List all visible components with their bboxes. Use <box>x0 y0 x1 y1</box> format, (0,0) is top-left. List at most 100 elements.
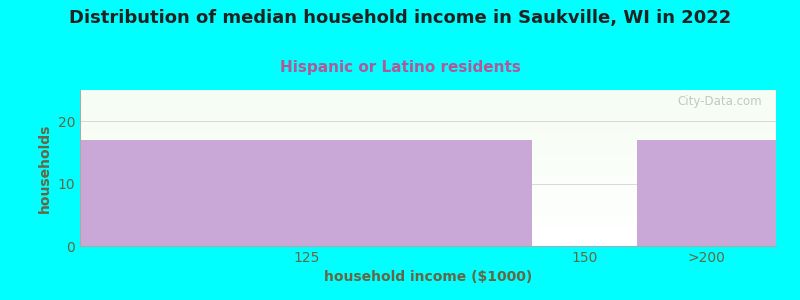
Bar <box>80 236 776 237</box>
Bar <box>80 237 776 238</box>
Bar <box>80 192 776 193</box>
Bar <box>80 224 776 225</box>
Bar <box>80 102 776 103</box>
Bar <box>80 151 776 152</box>
Text: Distribution of median household income in Saukville, WI in 2022: Distribution of median household income … <box>69 9 731 27</box>
Bar <box>80 113 776 114</box>
Bar <box>80 144 776 145</box>
Bar <box>80 200 776 201</box>
Bar <box>80 196 776 197</box>
Bar <box>80 180 776 181</box>
Bar <box>80 223 776 224</box>
Bar <box>80 149 776 150</box>
Bar <box>637 140 776 246</box>
Bar <box>80 219 776 220</box>
Bar <box>80 105 776 106</box>
Text: Hispanic or Latino residents: Hispanic or Latino residents <box>279 60 521 75</box>
Bar <box>80 210 776 211</box>
Bar <box>80 201 776 202</box>
Bar <box>80 129 776 130</box>
Bar <box>80 168 776 169</box>
Bar <box>80 115 776 116</box>
Bar <box>80 242 776 243</box>
Bar <box>80 202 776 203</box>
Bar <box>80 232 776 233</box>
Bar <box>80 121 776 122</box>
Bar <box>80 126 776 127</box>
Bar <box>80 128 776 129</box>
Bar <box>80 157 776 158</box>
Bar <box>80 100 776 101</box>
Bar <box>80 142 776 143</box>
Bar <box>80 134 776 135</box>
Bar <box>80 195 776 196</box>
Bar <box>80 215 776 216</box>
Bar <box>80 97 776 98</box>
Bar <box>80 214 776 215</box>
Bar <box>80 147 776 148</box>
Bar <box>80 112 776 113</box>
Bar <box>80 148 776 149</box>
Bar <box>80 135 776 136</box>
Bar <box>80 108 776 109</box>
Bar <box>80 176 776 177</box>
Bar <box>80 94 776 95</box>
Bar <box>80 240 776 241</box>
Bar <box>80 209 776 210</box>
Bar <box>80 162 776 163</box>
Bar <box>80 99 776 100</box>
Bar <box>80 92 776 93</box>
Y-axis label: households: households <box>38 123 52 213</box>
Bar <box>80 165 776 166</box>
Bar <box>80 213 776 214</box>
Bar <box>80 226 776 227</box>
Bar <box>80 146 776 147</box>
Bar <box>80 196 776 197</box>
Bar <box>80 143 776 144</box>
Bar <box>80 158 776 159</box>
Bar <box>80 173 776 174</box>
Bar <box>80 185 776 186</box>
Bar <box>80 104 776 105</box>
Bar <box>80 244 776 245</box>
Bar <box>80 194 776 195</box>
Bar <box>80 191 776 192</box>
Bar <box>80 184 776 185</box>
Bar <box>80 217 776 218</box>
Bar <box>80 170 776 171</box>
Bar <box>80 229 776 230</box>
Bar <box>80 231 776 232</box>
Bar <box>80 204 776 205</box>
Bar <box>80 230 776 231</box>
Bar <box>80 138 776 139</box>
Bar <box>80 132 776 133</box>
Bar <box>80 234 776 235</box>
Bar <box>80 141 776 142</box>
Bar <box>80 95 776 96</box>
Bar <box>80 218 776 219</box>
Bar <box>80 211 776 212</box>
Bar <box>80 172 776 173</box>
Bar <box>80 118 776 119</box>
Bar <box>80 123 776 124</box>
Bar <box>80 140 533 246</box>
Bar <box>80 216 776 217</box>
Bar <box>80 163 776 164</box>
Bar <box>80 119 776 120</box>
Bar <box>80 96 776 97</box>
Bar <box>80 111 776 112</box>
Bar <box>80 137 776 138</box>
Bar <box>80 106 776 107</box>
Bar <box>80 235 776 236</box>
Bar <box>80 198 776 199</box>
Bar <box>80 193 776 194</box>
Bar <box>80 207 776 208</box>
Bar <box>80 159 776 160</box>
Bar <box>80 140 776 141</box>
Bar <box>80 101 776 102</box>
Bar <box>80 179 776 180</box>
Bar <box>80 177 776 178</box>
Bar <box>80 228 776 229</box>
Bar <box>80 199 776 200</box>
Bar <box>80 233 776 234</box>
